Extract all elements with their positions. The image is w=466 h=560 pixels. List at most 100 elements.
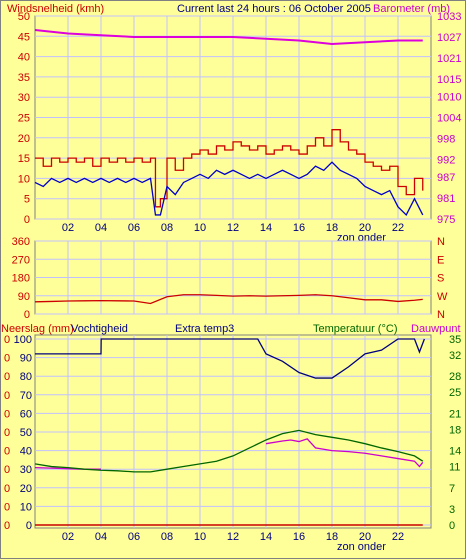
- header-wind-label: Windsnelheid (kmh): [7, 3, 104, 15]
- x-tick-label: 08: [161, 531, 173, 543]
- panel-direction-grid: [35, 240, 431, 315]
- x-tick-label: 10: [194, 531, 206, 543]
- y-tick-label-rain: 0: [4, 464, 10, 476]
- y-tick-label: 15: [18, 153, 30, 165]
- y2-tick-label: 1010: [437, 92, 461, 104]
- y-tick-label-humidity: 70: [20, 390, 32, 402]
- y-tick-label: 40: [18, 52, 30, 64]
- y2-tick-label: 1033: [437, 11, 461, 23]
- x-tick-label: 10: [194, 222, 206, 234]
- x-tick-label: 04: [95, 222, 107, 234]
- y2-tick-label: 1021: [437, 53, 461, 65]
- header-title: Current last 24 hours : 06 October 2005: [177, 3, 371, 15]
- y-tick-label: 5: [24, 194, 30, 206]
- y-tick-label-humidity: 50: [20, 427, 32, 439]
- y2-tick-label: 987: [437, 172, 455, 184]
- y-tick-label-rain: 0: [4, 334, 10, 346]
- label-temperature: Temperatuur (°C): [313, 323, 397, 335]
- y2-tick-label: 18: [449, 424, 461, 436]
- y-tick-label-humidity: 100: [14, 334, 32, 346]
- panel-direction-y-axis: 0 90 180 270 360: [12, 236, 30, 321]
- x-tick-label: 02: [62, 222, 74, 234]
- x-tick-label: 04: [95, 531, 107, 543]
- header-barometer-label: Barometer (mb): [373, 3, 450, 15]
- x-tick-label: 20: [359, 531, 371, 543]
- y2-tick-label: 992: [437, 155, 455, 167]
- y2-tick-label: 1015: [437, 74, 461, 86]
- y-tick-label: 360: [12, 236, 30, 248]
- direction-label: E: [437, 254, 444, 266]
- direction-label: N: [437, 236, 445, 248]
- panel-temp-sunset-note: zon onder: [337, 541, 386, 553]
- label-rain: Neerslag (mm): [1, 323, 74, 335]
- y-tick-label: 50: [18, 11, 30, 23]
- y-tick-label-rain: 0: [4, 427, 10, 439]
- y-tick-label-humidity: 0: [26, 520, 32, 532]
- y2-tick-label: 3: [449, 504, 455, 516]
- y2-tick-label: 1004: [437, 113, 461, 125]
- y2-tick-label: 25: [449, 387, 461, 399]
- y-tick-label-humidity: 30: [20, 464, 32, 476]
- y2-tick-label: 21: [449, 408, 461, 420]
- x-tick-label: 12: [227, 222, 239, 234]
- y-tick-label-rain: 0: [4, 353, 10, 365]
- series-wind-average: [34, 161, 424, 217]
- series-wind-direction: [34, 294, 423, 305]
- x-tick-label: 14: [260, 531, 272, 543]
- y-tick-label: 90: [18, 291, 30, 303]
- y2-tick-label: 1027: [437, 32, 461, 44]
- direction-label: N: [437, 309, 445, 321]
- panel-wind-y-axis: 0 5 10 15 20 25 30 35 40 45 50: [18, 11, 30, 226]
- series-barometer: [34, 29, 423, 46]
- panel-wind-series: [34, 29, 424, 217]
- y-tick-label-humidity: 60: [20, 408, 32, 420]
- y-tick-label-humidity: 20: [20, 483, 32, 495]
- y-tick-label-rain: 0: [4, 501, 10, 513]
- y-tick-label-rain: 0: [4, 390, 10, 402]
- y2-tick-label: 14: [449, 446, 461, 458]
- series-dewpoint: [265, 438, 424, 468]
- panel-wind-y2-axis: 975 981 987 992 998 1004 1010 1015 1021 1027 1033: [437, 11, 461, 226]
- y2-tick-label: 998: [437, 134, 455, 146]
- y-tick-label: 30: [18, 92, 30, 104]
- x-tick-label: 02: [62, 531, 74, 543]
- y-tick-label-rain: 0: [4, 446, 10, 458]
- x-tick-label: 12: [227, 531, 239, 543]
- y2-tick-label: 32: [449, 350, 461, 362]
- y-tick-label: 45: [18, 31, 30, 43]
- panel-temp-series: [34, 338, 426, 526]
- y2-tick-label: 975: [437, 214, 455, 226]
- x-tick-label: 18: [326, 222, 338, 234]
- x-tick-label: 16: [293, 222, 305, 234]
- y2-tick-label: 35: [449, 334, 461, 346]
- label-humidity: Vochtigheid: [71, 323, 128, 335]
- series-wind-gust: [35, 129, 424, 208]
- y-tick-label-rain: 0: [4, 483, 10, 495]
- y-tick-label: 25: [18, 113, 30, 125]
- panel-temp-y-axis: 0 00 100 200 300 400 500 600 700 800 900 100: [4, 334, 32, 532]
- direction-label: S: [437, 273, 444, 285]
- y2-tick-label: 981: [437, 193, 455, 205]
- y-tick-label-humidity: 40: [20, 446, 32, 458]
- series-humidity: [35, 338, 426, 379]
- x-tick-label: 06: [128, 222, 140, 234]
- y-tick-label-humidity: 10: [20, 501, 32, 513]
- y2-tick-label: 7: [449, 483, 455, 495]
- panel-direction-series: [34, 294, 423, 305]
- direction-label: W: [437, 291, 448, 303]
- y2-tick-label: 11: [449, 462, 460, 474]
- label-dewpoint: Dauwpunt: [411, 323, 461, 335]
- y-tick-label: 180: [12, 273, 30, 285]
- label-extra-temp: Extra temp3: [175, 323, 234, 335]
- x-tick-label: 22: [392, 531, 404, 543]
- x-tick-label: 08: [161, 222, 173, 234]
- y-tick-label-rain: 0: [4, 408, 10, 420]
- y-tick-label: 0: [24, 309, 30, 321]
- x-tick-label: 06: [128, 531, 140, 543]
- y-tick-label: 20: [18, 133, 30, 145]
- x-tick-label: 14: [260, 222, 272, 234]
- y2-tick-label: 0: [449, 520, 455, 532]
- y-tick-label-humidity: 80: [20, 371, 32, 383]
